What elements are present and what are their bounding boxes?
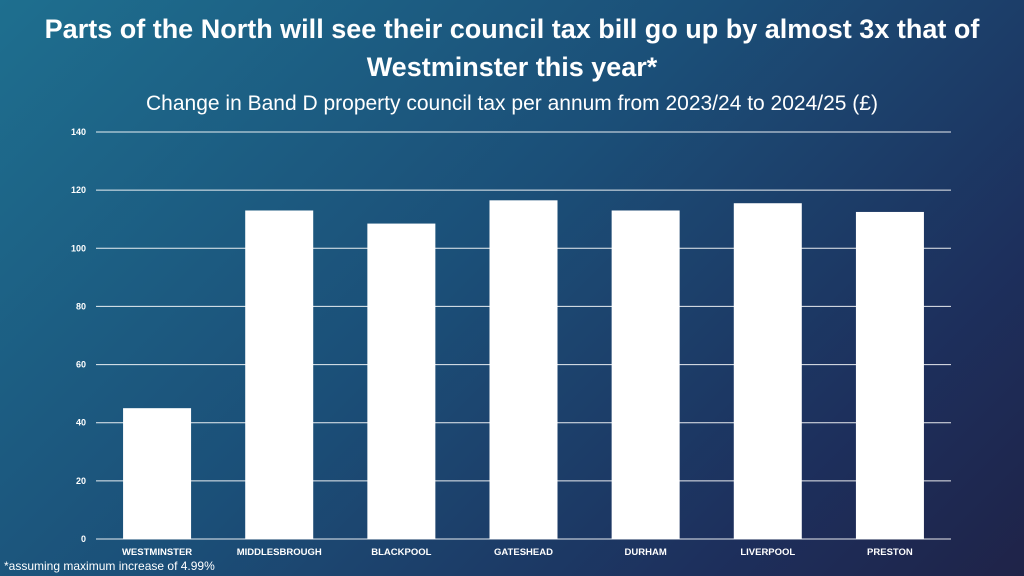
y-tick-label: 140 xyxy=(71,127,86,137)
x-tick-label: LIVERPOOL xyxy=(740,547,795,558)
bar xyxy=(245,210,314,539)
y-tick-label: 20 xyxy=(76,476,86,486)
x-tick-label: WESTMINSTER xyxy=(122,547,192,558)
bar xyxy=(489,200,558,539)
bar xyxy=(733,203,802,539)
y-tick-label: 120 xyxy=(71,185,86,195)
chart-subtitle: Change in Band D property council tax pe… xyxy=(146,92,878,115)
x-tick-label: DURHAM xyxy=(625,547,667,558)
bar xyxy=(367,223,436,539)
y-tick-label: 80 xyxy=(76,301,86,311)
footnote: *assuming maximum increase of 4.99% xyxy=(4,559,215,573)
y-tick-label: 60 xyxy=(76,360,86,370)
x-tick-label: BLACKPOOL xyxy=(371,547,431,558)
bar-chart: 0 20 40 60 80 100 120 140 WESTMINSTER MIDDLESBROU… xyxy=(71,127,951,558)
y-tick-label: 0 xyxy=(81,534,86,544)
bar xyxy=(855,211,924,540)
y-tick-label: 100 xyxy=(71,243,86,253)
y-tick-label: 40 xyxy=(76,418,86,428)
bar xyxy=(611,210,680,539)
x-tick-label: PRESTON xyxy=(867,547,913,558)
bar xyxy=(123,408,192,539)
chart-title: Parts of the North will see their counci… xyxy=(44,14,980,82)
x-tick-label: GATESHEAD xyxy=(494,547,553,558)
x-tick-label: MIDDLESBROUGH xyxy=(237,547,322,558)
